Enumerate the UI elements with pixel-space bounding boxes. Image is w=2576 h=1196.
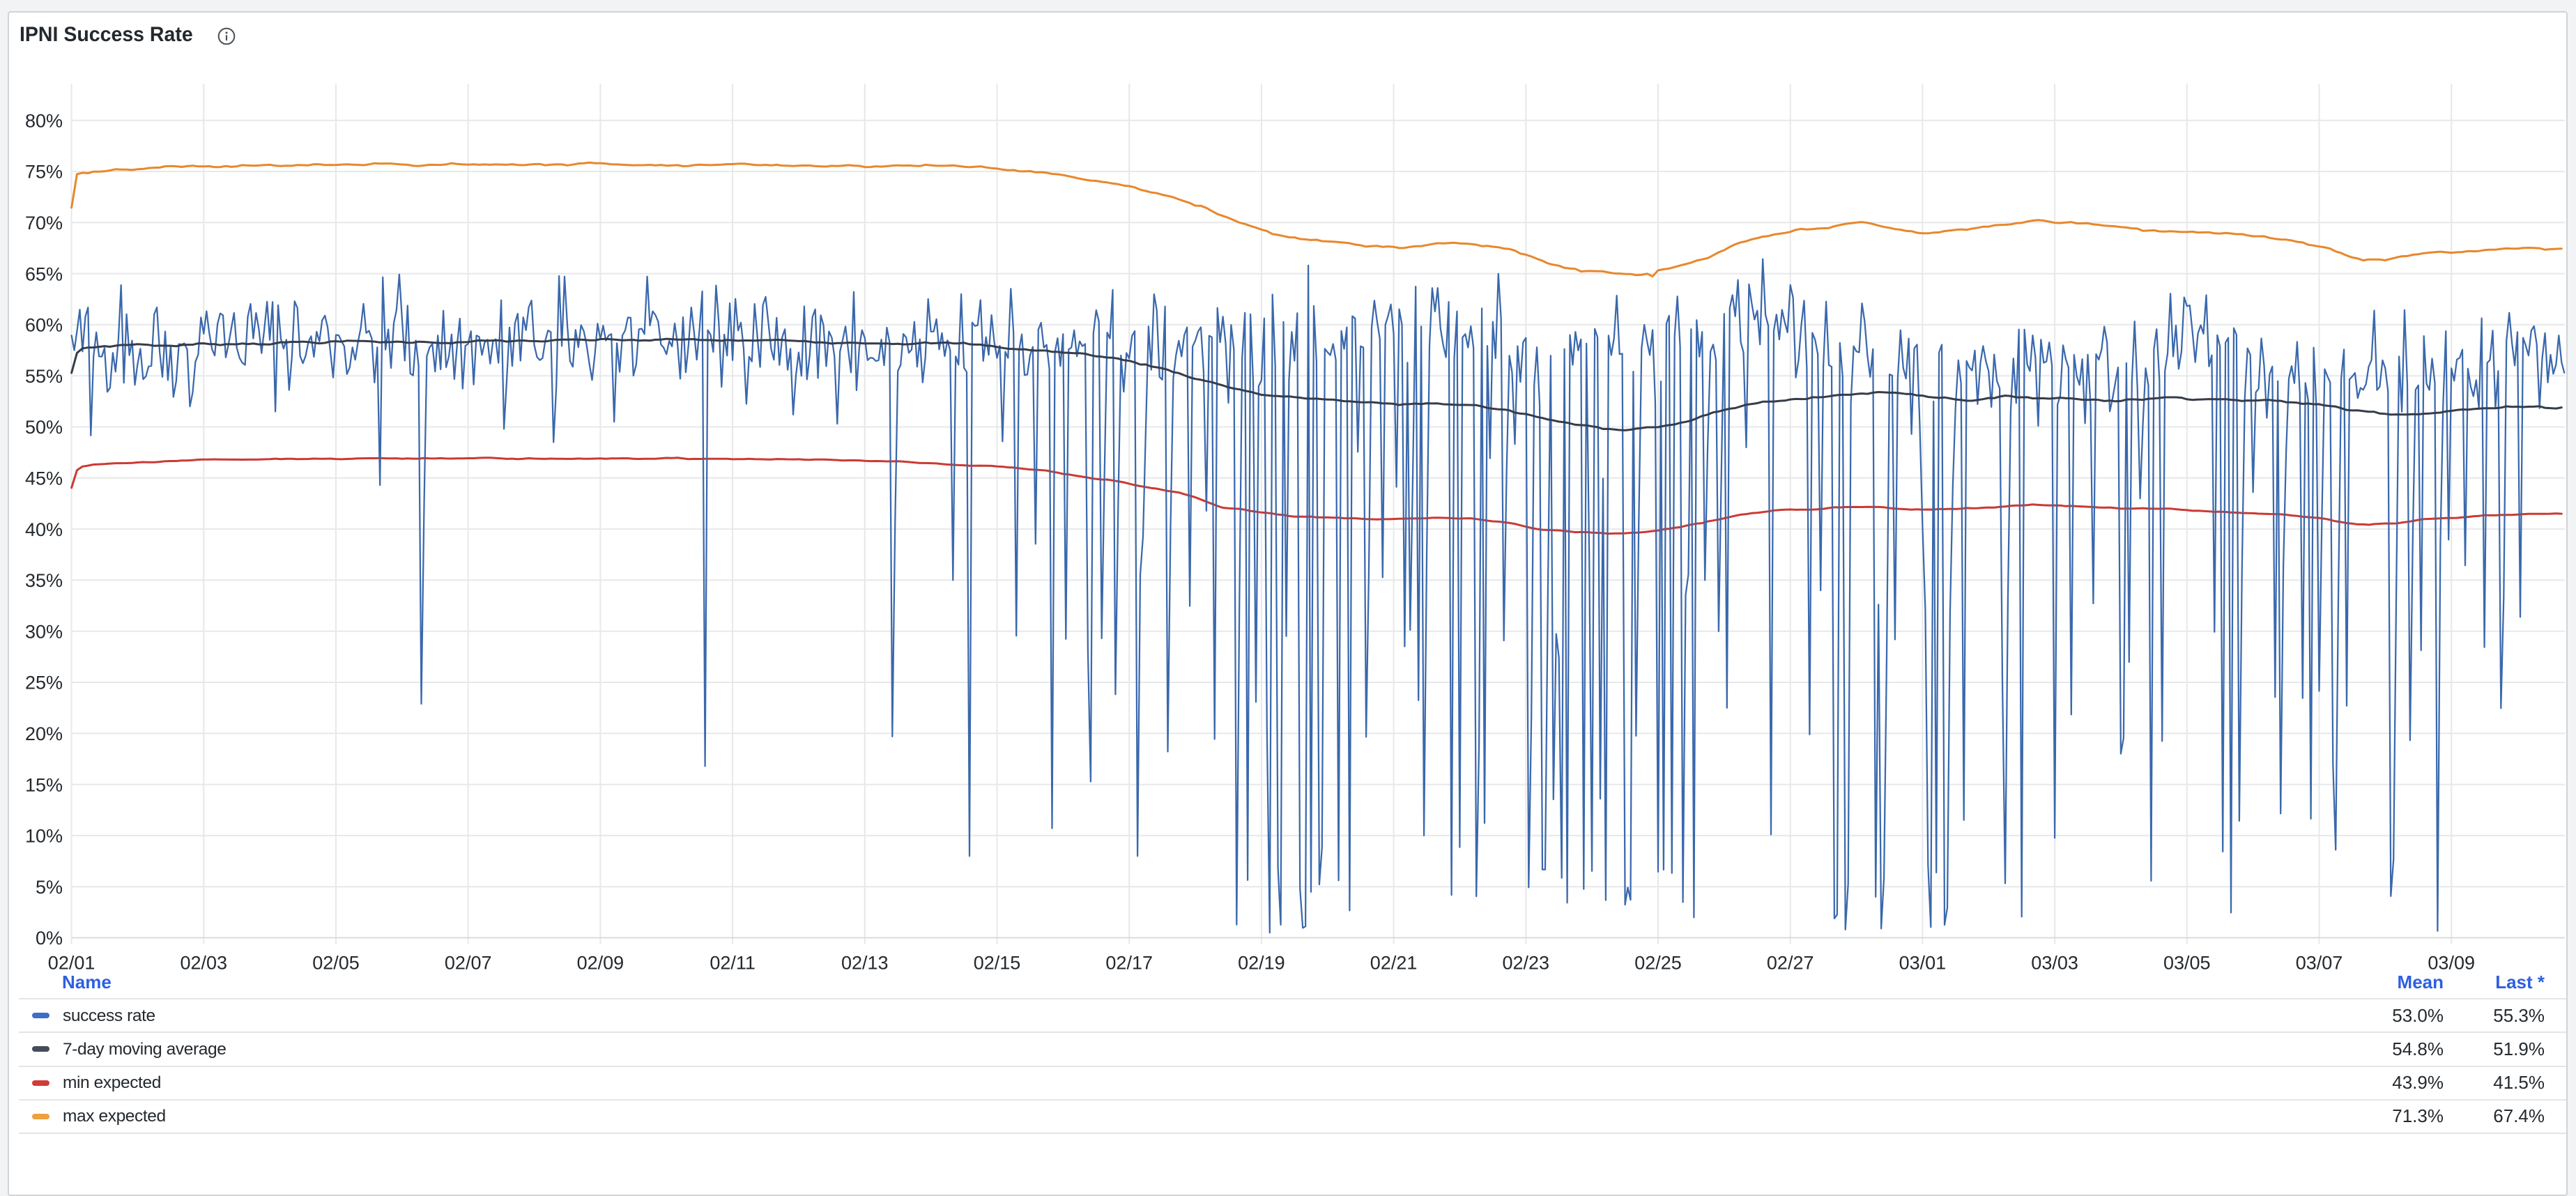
svg-text:02/27: 02/27	[1767, 953, 1814, 974]
svg-text:5%: 5%	[36, 877, 63, 898]
svg-text:02/19: 02/19	[1238, 953, 1285, 974]
svg-text:02/13: 02/13	[841, 953, 889, 974]
svg-text:02/25: 02/25	[1634, 953, 1682, 974]
svg-text:25%: 25%	[25, 673, 63, 693]
svg-text:02/03: 02/03	[181, 953, 228, 974]
svg-text:03/03: 03/03	[2031, 953, 2078, 974]
svg-text:02/11: 02/11	[710, 953, 756, 974]
svg-text:70%: 70%	[25, 213, 63, 233]
svg-text:02/23: 02/23	[1503, 953, 1550, 974]
svg-text:80%: 80%	[25, 110, 63, 131]
svg-text:40%: 40%	[25, 519, 63, 540]
svg-text:10%: 10%	[25, 826, 63, 847]
svg-text:02/15: 02/15	[974, 953, 1021, 974]
svg-text:15%: 15%	[25, 774, 63, 795]
svg-text:03/07: 03/07	[2296, 953, 2343, 974]
svg-text:02/01: 02/01	[48, 953, 95, 974]
svg-text:55%: 55%	[25, 366, 63, 387]
svg-text:50%: 50%	[25, 417, 63, 438]
svg-text:60%: 60%	[25, 315, 63, 336]
svg-text:20%: 20%	[25, 723, 63, 744]
svg-text:03/09: 03/09	[2428, 953, 2475, 974]
svg-text:0%: 0%	[36, 928, 63, 949]
svg-text:02/17: 02/17	[1105, 953, 1153, 974]
svg-text:35%: 35%	[25, 570, 63, 591]
svg-text:02/05: 02/05	[312, 953, 360, 974]
svg-text:02/21: 02/21	[1370, 953, 1418, 974]
svg-text:02/07: 02/07	[445, 953, 492, 974]
svg-text:75%: 75%	[25, 162, 63, 183]
svg-text:45%: 45%	[25, 468, 63, 489]
svg-text:02/09: 02/09	[577, 953, 624, 974]
svg-text:03/05: 03/05	[2163, 953, 2211, 974]
svg-text:65%: 65%	[25, 263, 63, 284]
svg-text:30%: 30%	[25, 621, 63, 642]
svg-text:03/01: 03/01	[1899, 953, 1947, 974]
